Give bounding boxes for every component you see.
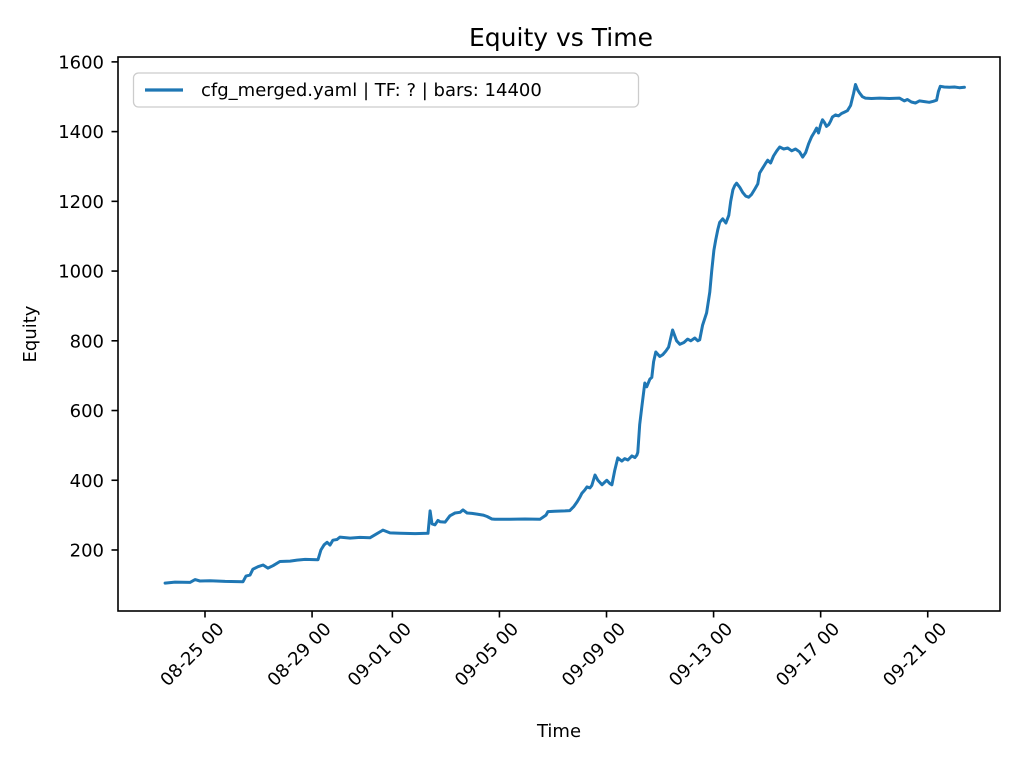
x-tick-label: 09-01 00 xyxy=(344,619,416,691)
x-tick-label: 09-05 00 xyxy=(451,619,523,691)
y-tick-label: 400 xyxy=(70,471,104,492)
y-tick-label: 1400 xyxy=(58,122,104,143)
x-tick-label: 09-21 00 xyxy=(879,619,951,691)
plot-area xyxy=(117,56,1001,612)
x-tick-label: 08-25 00 xyxy=(156,619,228,691)
y-tick-label: 800 xyxy=(70,331,104,352)
x-tick-label: 09-13 00 xyxy=(665,619,737,691)
legend-box xyxy=(132,72,640,108)
legend-label: cfg_merged.yaml | TF: ? | bars: 14400 xyxy=(201,80,542,101)
legend: cfg_merged.yaml | TF: ? | bars: 14400 xyxy=(132,72,640,108)
x-tick-label: 08-29 00 xyxy=(264,619,336,691)
x-tick-label: 09-09 00 xyxy=(558,619,630,691)
y-axis-label: Equity xyxy=(20,305,41,362)
y-axis-ticks: 200 400 600 800 1000 1200 1400 1600 xyxy=(58,52,118,561)
y-tick-label: 600 xyxy=(70,401,104,422)
y-tick-label: 1000 xyxy=(58,262,104,283)
chart-title: Equity vs Time xyxy=(469,23,653,52)
y-tick-label: 1600 xyxy=(58,52,104,73)
x-tick-label: 09-17 00 xyxy=(772,619,844,691)
equity-line xyxy=(163,83,966,585)
y-tick-label: 1200 xyxy=(58,192,104,213)
x-axis-ticks: 08-25 00 08-29 00 09-01 00 09-05 00 09-09 00… xyxy=(156,611,951,691)
y-tick-label: 200 xyxy=(70,540,104,561)
x-axis-label: Time xyxy=(536,721,581,742)
